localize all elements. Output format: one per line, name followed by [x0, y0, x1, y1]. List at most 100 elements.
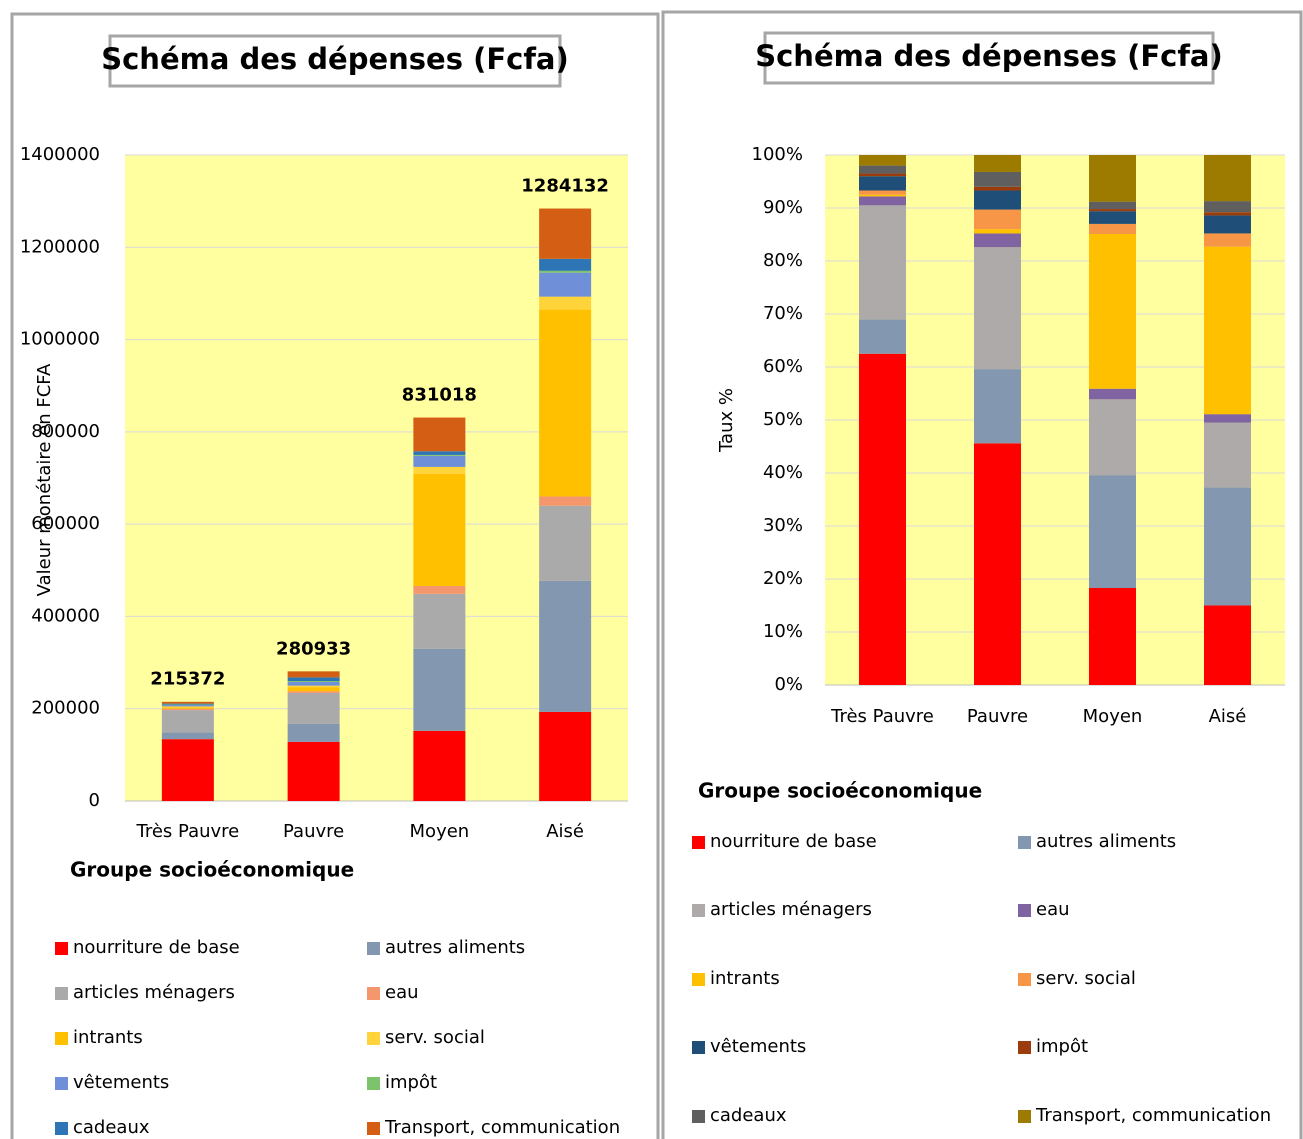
bar-segment — [287, 691, 340, 694]
y-axis-label: Valeur monétaire en FCFA — [34, 363, 55, 596]
y-tick-label: 1200000 — [20, 236, 100, 257]
bar-segment — [161, 707, 214, 709]
bar-segment — [539, 296, 592, 310]
bar-segment — [539, 272, 592, 297]
bar-segment — [1089, 201, 1136, 210]
legend-label: impôt — [1036, 1036, 1088, 1057]
legend-label: eau — [385, 982, 419, 1003]
legend-label: Transport, communication — [384, 1117, 620, 1138]
bar-segment — [161, 706, 214, 708]
bar-segment — [287, 677, 340, 682]
bar-segment — [287, 671, 340, 678]
y-tick-label: 60% — [763, 356, 803, 377]
bar-segment — [1089, 223, 1136, 234]
bar-segment — [287, 685, 340, 688]
bar-segment — [161, 701, 214, 704]
legend-swatch — [367, 987, 380, 1000]
y-tick-label: 80% — [763, 250, 803, 271]
bar-segment — [413, 473, 466, 586]
bar-segment — [413, 451, 466, 455]
bar-segment — [1204, 155, 1251, 202]
y-tick-label: 20% — [763, 568, 803, 589]
bar-segment — [161, 739, 214, 801]
legend-swatch — [692, 973, 705, 986]
legend-label: nourriture de base — [710, 831, 877, 852]
x-tick-label: Très Pauvre — [830, 706, 934, 727]
total-label: 1284132 — [521, 175, 609, 196]
legend-label: serv. social — [385, 1027, 485, 1048]
bar-segment — [859, 173, 906, 177]
bar-segment — [1204, 487, 1251, 606]
bar-segment — [974, 229, 1021, 234]
x-tick-label: Très Pauvre — [136, 821, 240, 842]
legend-label: eau — [1036, 899, 1070, 920]
bar-segment — [1089, 399, 1136, 476]
y-tick-label: 10% — [763, 621, 803, 642]
bar-segment — [974, 443, 1021, 685]
y-tick-label: 50% — [763, 409, 803, 430]
bar-segment — [974, 171, 1021, 187]
legend-label: autres aliments — [1036, 831, 1176, 852]
bar-segment — [539, 496, 592, 506]
legend-label: serv. social — [1036, 968, 1136, 989]
legend-swatch — [55, 942, 68, 955]
legend-label: intrants — [73, 1027, 143, 1048]
bar-segment — [1204, 215, 1251, 234]
bar-segment — [413, 730, 466, 801]
y-tick-label: 800000 — [31, 421, 100, 442]
legend-swatch — [1018, 1041, 1031, 1054]
bar-segment — [859, 205, 906, 320]
bar-segment — [1204, 212, 1251, 216]
bar-segment — [161, 705, 214, 707]
legend-swatch — [55, 1077, 68, 1090]
bar-segment — [859, 190, 906, 195]
legend-swatch — [367, 1077, 380, 1090]
legend-swatch — [367, 1032, 380, 1045]
legend-swatch — [692, 1041, 705, 1054]
x-tick-label: Pauvre — [967, 706, 1028, 727]
bar-segment — [974, 369, 1021, 444]
bar-segment — [1089, 475, 1136, 589]
y-tick-label: 0% — [774, 674, 803, 695]
bar-segment — [859, 319, 906, 354]
bar-segment — [413, 417, 466, 452]
y-tick-label: 30% — [763, 515, 803, 536]
bar-segment — [287, 687, 340, 692]
legend-label: intrants — [710, 968, 780, 989]
y-tick-label: 600000 — [31, 513, 100, 534]
bar-segment — [974, 155, 1021, 172]
legend-label: articles ménagers — [73, 982, 235, 1003]
y-tick-label: 90% — [763, 197, 803, 218]
bar-segment — [1089, 233, 1136, 389]
bar-segment — [161, 710, 214, 733]
y-tick-label: 200000 — [31, 698, 100, 719]
bar-segment — [287, 681, 340, 686]
bar-segment — [287, 693, 340, 724]
x-axis-label: Groupe socioéconomique — [698, 779, 982, 803]
bar-segment — [161, 708, 214, 711]
legend-swatch — [55, 987, 68, 1000]
bar-segment — [1089, 211, 1136, 224]
x-tick-label: Aisé — [546, 821, 584, 842]
x-axis-label: Groupe socioéconomique — [70, 858, 354, 882]
bar-segment — [974, 247, 1021, 370]
bar-segment — [539, 258, 592, 271]
legend-label: impôt — [385, 1072, 437, 1093]
bar-segment — [161, 703, 214, 705]
bar-segment — [1089, 588, 1136, 685]
legend-swatch — [367, 942, 380, 955]
bar-segment — [161, 732, 214, 740]
legend-label: cadeaux — [73, 1117, 150, 1138]
legend-swatch — [692, 836, 705, 849]
x-tick-label: Moyen — [410, 821, 470, 842]
bar-segment — [859, 165, 906, 174]
legend-swatch — [55, 1122, 68, 1135]
bar-segment — [974, 233, 1021, 248]
bar-segment — [287, 741, 340, 801]
bar-segment — [1204, 414, 1251, 423]
bar-segment — [859, 196, 906, 206]
legend-swatch — [1018, 836, 1031, 849]
bar-segment — [539, 711, 592, 801]
bar-segment — [1204, 201, 1251, 213]
bar-segment — [974, 186, 1021, 191]
